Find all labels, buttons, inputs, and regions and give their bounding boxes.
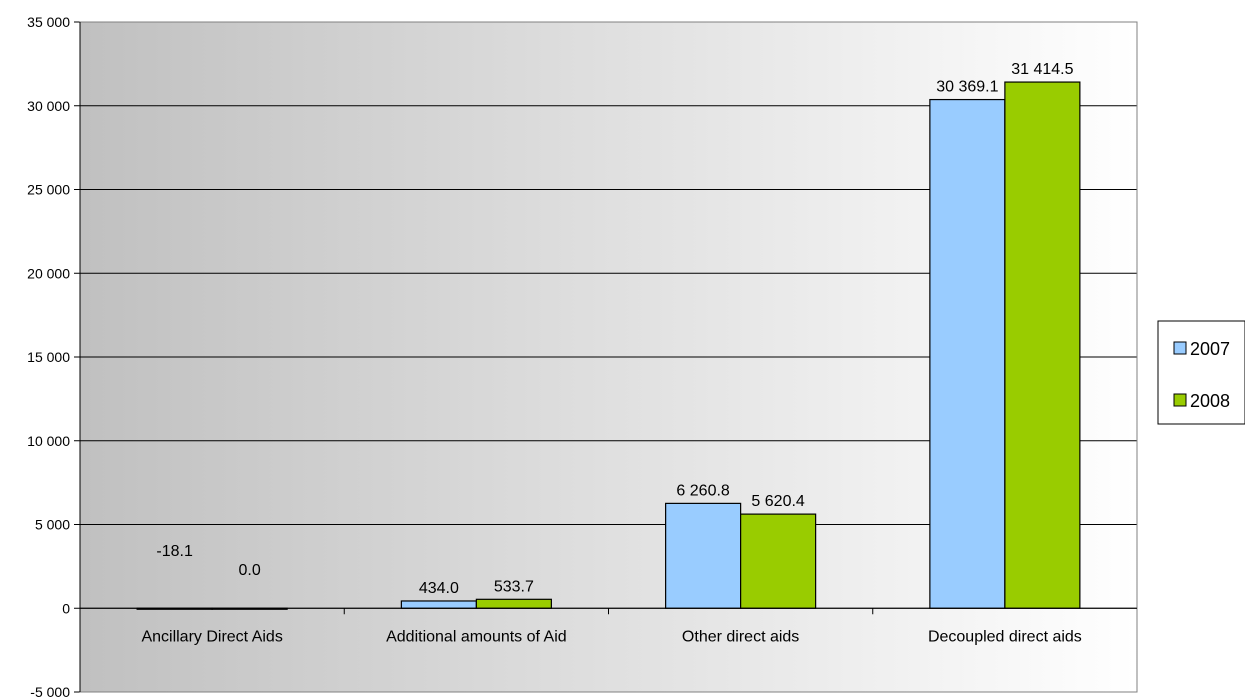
category-label-2: Additional amounts of Aid <box>386 628 567 645</box>
data-label-2008-3: 5 620.4 <box>751 493 804 510</box>
y-tick-label: 20 000 <box>27 265 70 281</box>
bar-2008-2 <box>475 598 552 609</box>
data-label-2007-2: 434.0 <box>419 580 459 597</box>
axes <box>79 21 1138 693</box>
bar-2008-4 <box>1004 81 1081 609</box>
data-label-2007-4: 30 369.1 <box>936 79 998 96</box>
data-labels: -18.1 0.0 434.0 533.7 6 260.8 5 620.4 30 369.1… <box>156 61 1073 597</box>
y-tick-label: 30 000 <box>27 98 70 114</box>
legend-box <box>1157 320 1245 425</box>
y-tick-label: 15 000 <box>27 349 70 365</box>
bars <box>136 81 1081 610</box>
data-label-2008-1: 0.0 <box>239 562 261 579</box>
data-label-2008-4: 31 414.5 <box>1011 61 1073 78</box>
y-axis-ticks: -5 000 0 5 000 10 000 15 000 20 000 25 000 30 0… <box>27 14 80 699</box>
bar-2007-2 <box>400 600 477 609</box>
legend-swatch-2008 <box>1173 393 1187 407</box>
bar-2008-3 <box>740 513 817 609</box>
category-label-1: Ancillary Direct Aids <box>141 628 282 645</box>
data-label-2007-1: -18.1 <box>156 543 193 560</box>
y-tick-label: 5 000 <box>35 517 70 533</box>
y-tick-label: 10 000 <box>27 433 70 449</box>
y-tick-label: 25 000 <box>27 182 70 198</box>
legend-label-2007: 2007 <box>1190 339 1230 359</box>
category-label-4: Decoupled direct aids <box>928 628 1082 645</box>
category-labels: Ancillary Direct Aids Additional amounts … <box>141 628 1081 645</box>
category-label-3: Other direct aids <box>682 628 799 645</box>
data-label-2008-2: 533.7 <box>494 578 534 595</box>
bar-2007-3 <box>665 502 742 609</box>
y-tick-label: 35 000 <box>27 14 70 30</box>
bar-2007-4 <box>929 98 1006 609</box>
data-label-2007-3: 6 260.8 <box>676 482 729 499</box>
y-tick-label: -5 000 <box>30 684 70 699</box>
y-tick-label: 0 <box>62 600 70 616</box>
legend-label-2008: 2008 <box>1190 391 1230 411</box>
legend: 2007 2008 <box>1157 320 1245 425</box>
legend-swatch-2007 <box>1173 341 1187 355</box>
